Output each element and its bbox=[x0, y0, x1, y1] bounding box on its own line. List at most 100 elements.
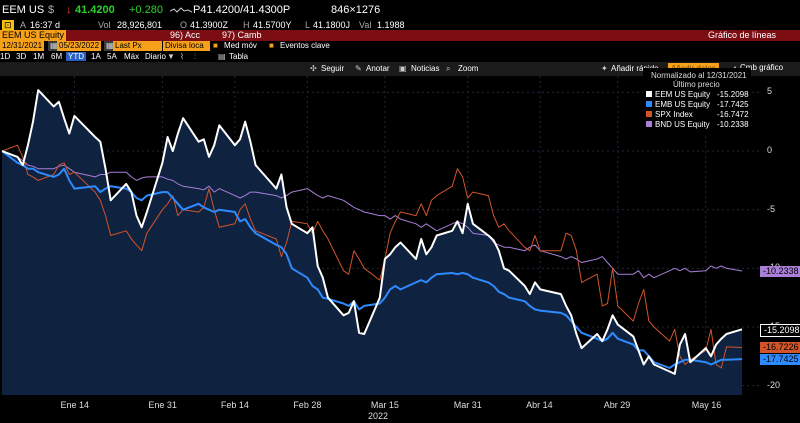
field-select[interactable]: Last Px bbox=[113, 41, 162, 51]
open-value: 41.3900Z bbox=[190, 20, 229, 30]
zoom-button[interactable]: Zoom bbox=[458, 64, 479, 73]
start-date-field[interactable]: 12/31/2021 bbox=[0, 41, 45, 51]
legend-swatch bbox=[646, 121, 652, 127]
legend-subheader: Último precio bbox=[673, 80, 720, 89]
bid-ask-size: 846×1276 bbox=[331, 4, 381, 16]
y-tick-label: -20 bbox=[767, 379, 781, 390]
noticias-button[interactable]: Noticias bbox=[411, 64, 440, 73]
legend-swatch bbox=[646, 111, 652, 117]
last-value-tag: -10.2338 bbox=[760, 266, 800, 278]
period-1a[interactable]: 1A bbox=[91, 52, 101, 61]
x-tick-label: Abr 29 bbox=[603, 400, 631, 410]
val-label: Val bbox=[359, 20, 372, 30]
currency-icon: $ bbox=[48, 4, 55, 16]
last-time: 16:37 d bbox=[30, 20, 61, 30]
table-button[interactable]: Tabla bbox=[229, 52, 249, 61]
x-tick-label: Mar 15 bbox=[370, 400, 399, 410]
spx-line bbox=[1, 144, 743, 369]
legend-item[interactable]: BND US Equity -10.2338 bbox=[646, 120, 749, 129]
camb-button[interactable]: 97) Camb bbox=[222, 30, 262, 40]
x-tick-label: Feb 28 bbox=[293, 400, 322, 410]
period-1m[interactable]: 1M bbox=[33, 52, 45, 61]
eem-line bbox=[1, 89, 743, 375]
last-value-tag: -15.2098 bbox=[760, 324, 800, 338]
low-label: L bbox=[305, 20, 311, 30]
security-field[interactable]: EEM US Equity bbox=[0, 30, 67, 41]
currency-select[interactable]: Divisa loca bbox=[163, 41, 210, 51]
checkbox-icon[interactable]: ■ bbox=[213, 41, 218, 50]
pencil-icon[interactable]: ✎ bbox=[355, 64, 362, 73]
legend-header: Normalizado al 12/31/2021 bbox=[651, 71, 747, 80]
period-6m[interactable]: 6M bbox=[51, 52, 63, 61]
x-tick-label: Mar 31 bbox=[453, 400, 482, 410]
val-value: 1.1988 bbox=[377, 20, 405, 30]
anadir-rapido-button[interactable]: Añadir rápido bbox=[611, 64, 659, 73]
checkbox-icon[interactable]: ■ bbox=[269, 41, 274, 50]
low-value: 41.1800J bbox=[313, 20, 351, 30]
period-1d[interactable]: 1D bbox=[0, 52, 11, 61]
legend: Normalizado al 12/31/2021 Último precio … bbox=[643, 68, 751, 134]
legend-series-name: SPX Index bbox=[655, 110, 693, 119]
frequency-select[interactable]: Diario bbox=[145, 52, 166, 61]
period-5a[interactable]: 5A bbox=[107, 52, 117, 61]
end-date-field[interactable]: 05/23/2022 bbox=[57, 41, 102, 51]
seguir-button[interactable]: Seguir bbox=[321, 64, 345, 73]
eventos-toggle[interactable]: Eventos clave bbox=[280, 41, 330, 50]
page-title: Gráfico de líneas bbox=[708, 30, 777, 40]
chevron-down-icon[interactable]: ▼ bbox=[167, 52, 175, 61]
down-arrow-icon: ↓ bbox=[66, 4, 72, 16]
function-bar: EEM US Equity 96) Acc 97) Camb Gráfico d… bbox=[0, 30, 800, 41]
chart-toolbar: ✣ Seguir ✎ Anotar ▣ Noticias ⌕ Zoom ✦ Añ… bbox=[0, 62, 800, 76]
legend-series-name: BND US Equity bbox=[655, 120, 710, 129]
ticker[interactable]: EEM US bbox=[2, 4, 45, 16]
add-icon[interactable]: ✦ bbox=[601, 64, 608, 73]
legend-swatch bbox=[646, 91, 652, 97]
open-label: O bbox=[180, 20, 188, 30]
legend-series-value: -10.2338 bbox=[717, 120, 749, 129]
bid-ask: P41.4200/41.4300P bbox=[193, 4, 291, 16]
line-style-icon[interactable]: ⌇ bbox=[180, 52, 184, 61]
table-icon[interactable]: ▤ bbox=[218, 52, 226, 61]
last-value-tag: -17.7425 bbox=[760, 354, 800, 366]
vol-label: Vol bbox=[98, 20, 111, 30]
acc-button[interactable]: 96) Acc bbox=[170, 30, 201, 40]
legend-item[interactable]: SPX Index -16.7472 bbox=[646, 110, 749, 119]
news-icon[interactable]: ▣ bbox=[399, 64, 407, 73]
line-chart[interactable] bbox=[0, 76, 800, 423]
high-label: H bbox=[243, 20, 250, 30]
x-axis-year-label: 2022 bbox=[368, 411, 389, 421]
legend-series-name: EEM US Equity bbox=[655, 90, 711, 99]
period-bar: 1D 3D 1M 6M YTD 1A 5A Máx Diario ▼ ⌇ ⫶ ▤… bbox=[0, 52, 800, 62]
anotar-button[interactable]: Anotar bbox=[366, 64, 390, 73]
split-icon[interactable]: ⫶ bbox=[194, 52, 196, 61]
calendar-icon[interactable]: ▦ bbox=[104, 41, 116, 51]
settings-bar: 12/31/2021 ▦ 05/23/2022 ▦ Last Px Divisa… bbox=[0, 41, 800, 52]
x-tick-label: Abr 14 bbox=[526, 400, 553, 410]
period-max[interactable]: Máx bbox=[124, 52, 140, 61]
price-change: +0.280 bbox=[129, 4, 163, 16]
legend-item[interactable]: EEM US Equity -15.2098 bbox=[646, 90, 749, 99]
chart-type-icon[interactable]: ▴ bbox=[733, 63, 737, 72]
bnd-line bbox=[1, 150, 743, 279]
series-lines bbox=[1, 89, 743, 375]
legend-series-value: -16.7472 bbox=[717, 110, 749, 119]
volume: 28,926,801 bbox=[117, 20, 163, 30]
zoom-icon[interactable]: ⌕ bbox=[446, 64, 451, 73]
crosshair-icon[interactable]: ✣ bbox=[310, 64, 317, 73]
calendar-icon[interactable]: ▦ bbox=[48, 41, 60, 51]
legend-item[interactable]: EMB US Equity -17.7425 bbox=[646, 100, 749, 109]
y-tick-label: 0 bbox=[767, 145, 773, 156]
legend-series-value: -15.2098 bbox=[717, 90, 749, 99]
cmb-grafico-button[interactable]: Cmb gráfico bbox=[740, 63, 784, 72]
quote-bar: EEM US $ ↓ 41.4200 +0.280 P41.4200/41.43… bbox=[0, 0, 800, 19]
x-tick-label: Ene 31 bbox=[148, 400, 177, 410]
legend-swatch bbox=[646, 101, 652, 107]
last-value-tag: -16.7226 bbox=[760, 342, 800, 354]
period-3d[interactable]: 3D bbox=[16, 52, 27, 61]
x-tick-label: May 16 bbox=[691, 400, 722, 410]
emb-line bbox=[1, 150, 743, 369]
stats-bar: ⊡ A 16:37 d Vol 28,926,801 O 41.3900Z H … bbox=[0, 19, 800, 31]
legend-series-value: -17.7425 bbox=[717, 100, 749, 109]
period-ytd[interactable]: YTD bbox=[66, 52, 86, 61]
med-mov-toggle[interactable]: Med móv bbox=[224, 41, 257, 50]
